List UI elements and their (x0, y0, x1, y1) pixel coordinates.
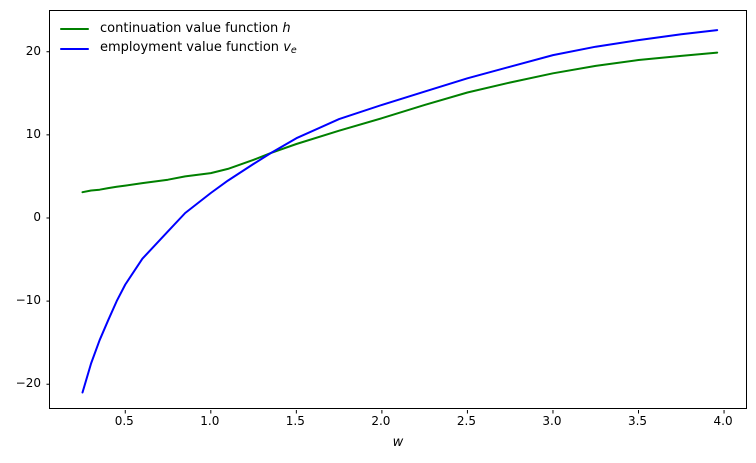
line-employment-value (81, 29, 719, 394)
legend: continuation value function h employment… (60, 19, 297, 59)
legend-label-subscript: e (290, 44, 297, 56)
legend-label-employment: employment value function ve (100, 38, 297, 61)
legend-label-math: v (283, 39, 291, 55)
x-tick-label: 2.5 (456, 414, 476, 428)
line-continuation-value (81, 51, 719, 194)
y-tick-label: 0 (33, 209, 41, 224)
legend-item-continuation-value: continuation value function h (60, 19, 297, 39)
legend-line-swatch-continuation (60, 27, 89, 31)
legend-label-math: h (282, 21, 291, 36)
x-tick-label: 3.0 (542, 414, 562, 428)
x-tick-label: 2.0 (371, 414, 391, 428)
x-tick-label: 0.5 (114, 414, 134, 428)
y-tick-label: 20 (25, 43, 41, 58)
legend-label-text: continuation value function (100, 21, 279, 36)
legend-label-continuation: continuation value function h (100, 19, 291, 39)
x-tick-label: 1.5 (285, 414, 305, 428)
x-tick-label: 1.0 (200, 414, 220, 428)
legend-item-employment-value: employment value function ve (60, 39, 297, 59)
legend-label-text: employment value function (100, 39, 280, 55)
plot-area: continuation value function h employment… (46, 10, 747, 414)
y-tick-label: 10 (25, 126, 41, 141)
x-tick-label: 4.0 (713, 414, 733, 428)
y-tick-label: −10 (15, 293, 41, 308)
x-tick-label: 3.5 (627, 414, 648, 428)
y-tick-label: −20 (15, 376, 41, 391)
plot-svg (46, 29, 725, 414)
legend-line-swatch-employment (60, 47, 89, 51)
x-axis-label: w (392, 435, 404, 450)
